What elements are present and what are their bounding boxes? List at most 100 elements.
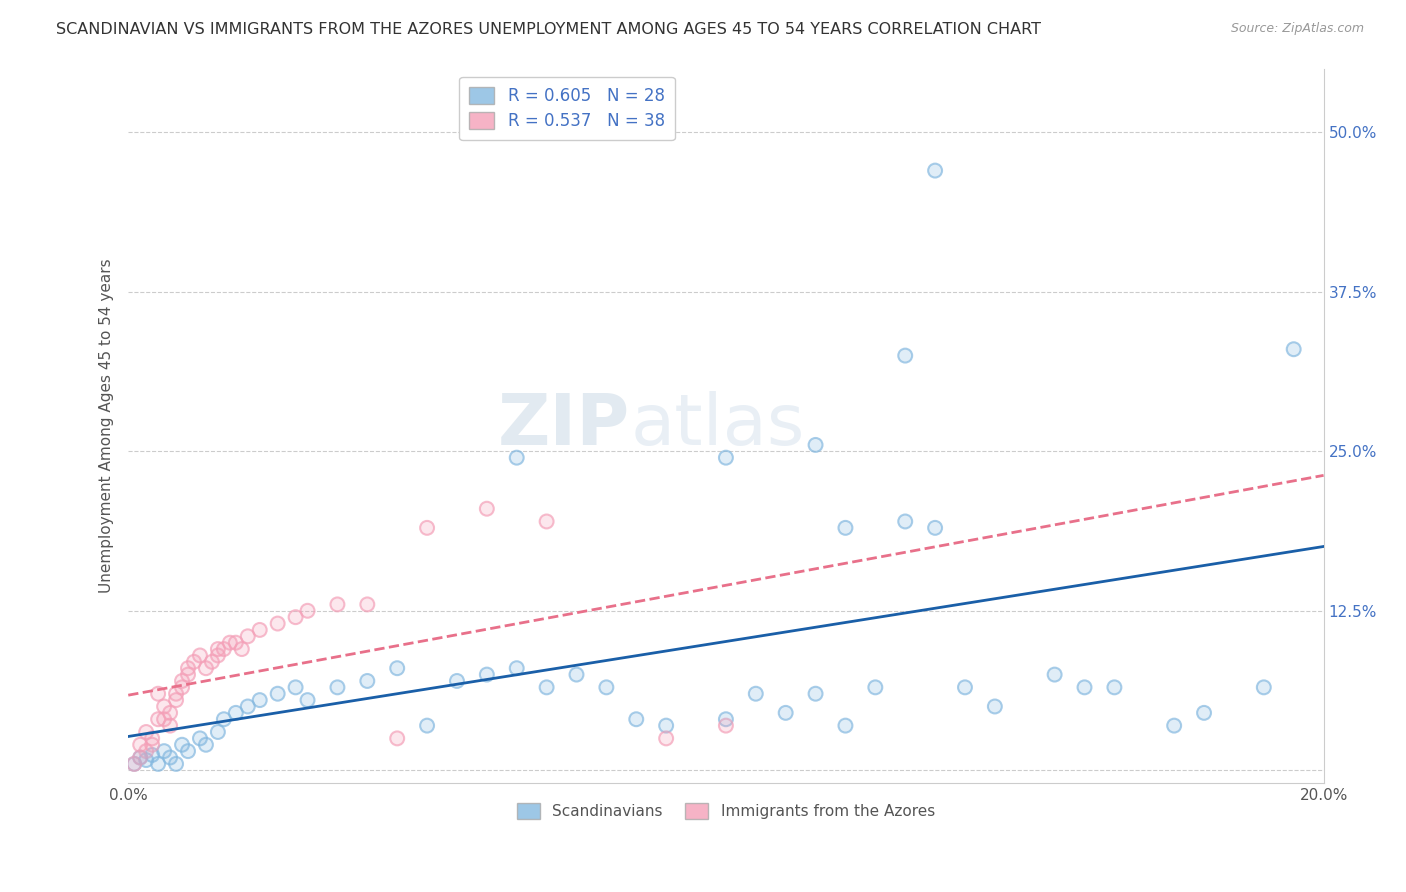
Point	[153, 699, 176, 714]
Point	[326, 598, 349, 612]
Point	[159, 750, 181, 764]
Point	[924, 521, 946, 535]
Point	[446, 673, 468, 688]
Point	[129, 750, 152, 764]
Point	[249, 693, 271, 707]
Point	[207, 725, 229, 739]
Point	[194, 738, 217, 752]
Point	[141, 731, 163, 746]
Point	[146, 756, 169, 771]
Point	[188, 648, 211, 663]
Point	[834, 718, 856, 732]
Point	[236, 629, 259, 643]
Point	[170, 681, 193, 695]
Point	[135, 753, 157, 767]
Point	[146, 687, 169, 701]
Point	[122, 756, 145, 771]
Point	[212, 712, 235, 726]
Point	[135, 744, 157, 758]
Point	[894, 349, 917, 363]
Point	[416, 718, 439, 732]
Point	[225, 706, 247, 720]
Point	[1043, 667, 1066, 681]
Point	[745, 687, 768, 701]
Point	[249, 623, 271, 637]
Point	[1282, 343, 1305, 357]
Point	[177, 744, 200, 758]
Point	[536, 515, 558, 529]
Point	[236, 629, 259, 643]
Point	[804, 687, 827, 701]
Point	[714, 718, 737, 732]
Point	[714, 450, 737, 465]
Text: SCANDINAVIAN VS IMMIGRANTS FROM THE AZORES UNEMPLOYMENT AMONG AGES 45 TO 54 YEAR: SCANDINAVIAN VS IMMIGRANTS FROM THE AZOR…	[56, 22, 1042, 37]
Point	[953, 681, 976, 695]
Point	[177, 661, 200, 675]
Point	[356, 598, 378, 612]
Point	[194, 661, 217, 675]
Point	[387, 661, 409, 675]
Point	[297, 604, 319, 618]
Point	[165, 693, 187, 707]
Point	[183, 655, 205, 669]
Point	[141, 731, 163, 746]
Point	[1104, 681, 1126, 695]
Point	[188, 648, 211, 663]
Point	[129, 750, 152, 764]
Point	[225, 706, 247, 720]
Point	[159, 718, 181, 732]
Point	[194, 661, 217, 675]
Point	[170, 681, 193, 695]
Point	[536, 515, 558, 529]
Point	[122, 756, 145, 771]
Point	[1192, 706, 1215, 720]
Point	[236, 699, 259, 714]
Legend: Scandinavians, Immigrants from the Azores: Scandinavians, Immigrants from the Azore…	[510, 797, 941, 825]
Point	[655, 718, 678, 732]
Point	[297, 693, 319, 707]
Point	[165, 687, 187, 701]
Point	[266, 687, 288, 701]
Point	[506, 450, 529, 465]
Point	[129, 750, 152, 764]
Point	[655, 718, 678, 732]
Point	[626, 712, 648, 726]
Point	[1163, 718, 1185, 732]
Point	[1073, 681, 1095, 695]
Point	[1163, 718, 1185, 732]
Point	[984, 699, 1007, 714]
Point	[714, 450, 737, 465]
Point	[387, 731, 409, 746]
Point	[1282, 343, 1305, 357]
Point	[953, 681, 976, 695]
Point	[212, 642, 235, 657]
Point	[284, 610, 307, 624]
Point	[446, 673, 468, 688]
Point	[356, 673, 378, 688]
Point	[387, 731, 409, 746]
Point	[135, 725, 157, 739]
Text: atlas: atlas	[630, 392, 804, 460]
Point	[201, 655, 224, 669]
Point	[159, 750, 181, 764]
Point	[207, 642, 229, 657]
Text: Source: ZipAtlas.com: Source: ZipAtlas.com	[1230, 22, 1364, 36]
Point	[595, 681, 617, 695]
Point	[129, 750, 152, 764]
Point	[188, 731, 211, 746]
Point	[1192, 706, 1215, 720]
Point	[159, 706, 181, 720]
Point	[326, 681, 349, 695]
Point	[626, 712, 648, 726]
Point	[188, 731, 211, 746]
Point	[865, 681, 887, 695]
Point	[225, 636, 247, 650]
Point	[153, 699, 176, 714]
Point	[218, 636, 240, 650]
Point	[387, 661, 409, 675]
Point	[207, 648, 229, 663]
Point	[249, 693, 271, 707]
Point	[745, 687, 768, 701]
Point	[804, 687, 827, 701]
Point	[924, 163, 946, 178]
